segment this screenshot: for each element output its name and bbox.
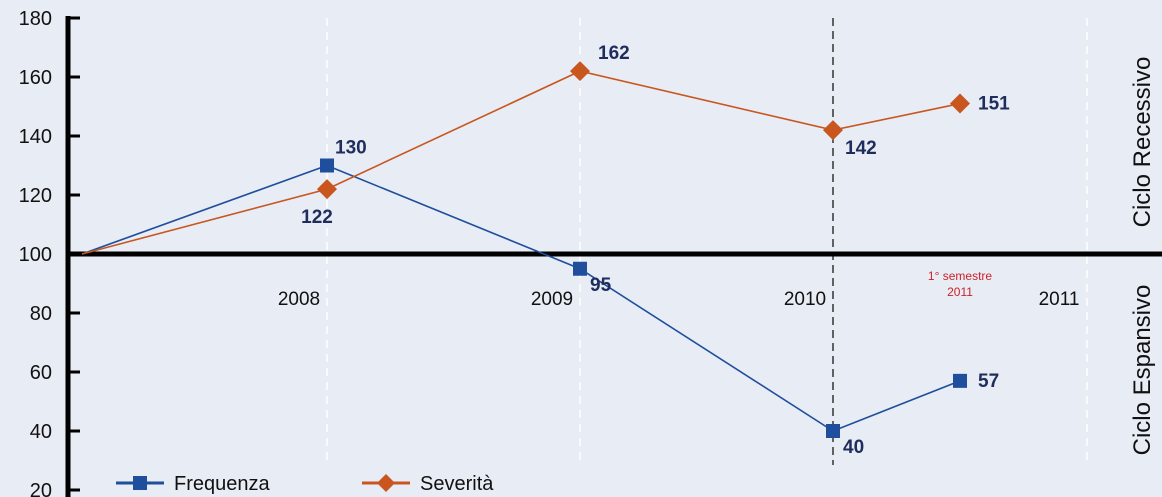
data-point-frequenza [953, 373, 967, 388]
y-tick-label: 60 [30, 362, 52, 384]
legend-marker-diamond [377, 474, 395, 492]
annotation-text: 1° semestre [928, 269, 992, 283]
data-point-frequenza [320, 158, 334, 173]
y-tick-label: 160 [19, 67, 52, 89]
legend-label: Severità [420, 473, 494, 495]
data-label: 130 [335, 138, 367, 159]
x-tick-label: 2010 [784, 289, 826, 310]
legend-label: Frequenza [174, 473, 270, 495]
y-tick-label: 140 [19, 126, 52, 148]
zone-label-recessivo: Ciclo Recessivo [1129, 57, 1156, 228]
x-tick-label: 2009 [531, 289, 573, 310]
x-tick-label: 2008 [278, 289, 320, 310]
y-tick-label: 120 [19, 185, 52, 207]
data-label: 95 [590, 275, 612, 296]
data-point-frequenza [826, 424, 840, 438]
data-label: 40 [843, 437, 864, 458]
zone-label-espansivo: Ciclo Espansivo [1129, 285, 1156, 456]
y-tick-label: 180 [19, 8, 52, 30]
x-tick-label: 2011 [1039, 289, 1080, 310]
data-point-severita [317, 179, 337, 200]
legend-marker-square [133, 476, 147, 490]
data-label: 57 [978, 371, 999, 392]
annotation-text: 2011 [947, 285, 973, 299]
series-line-severit [81, 70, 961, 255]
data-point-severita [570, 61, 590, 82]
y-tick-label: 80 [30, 303, 52, 325]
series-line-frequenza [81, 164, 961, 432]
data-label: 142 [845, 138, 877, 159]
data-label: 151 [978, 94, 1010, 115]
y-tick-label: 40 [30, 421, 52, 443]
y-tick-label: 100 [19, 244, 52, 266]
data-label: 162 [598, 43, 630, 64]
data-point-severita [823, 120, 843, 141]
data-point-frequenza [573, 261, 587, 276]
data-point-severita [950, 93, 970, 114]
data-label: 122 [301, 207, 333, 228]
y-tick-label: 20 [30, 480, 52, 497]
